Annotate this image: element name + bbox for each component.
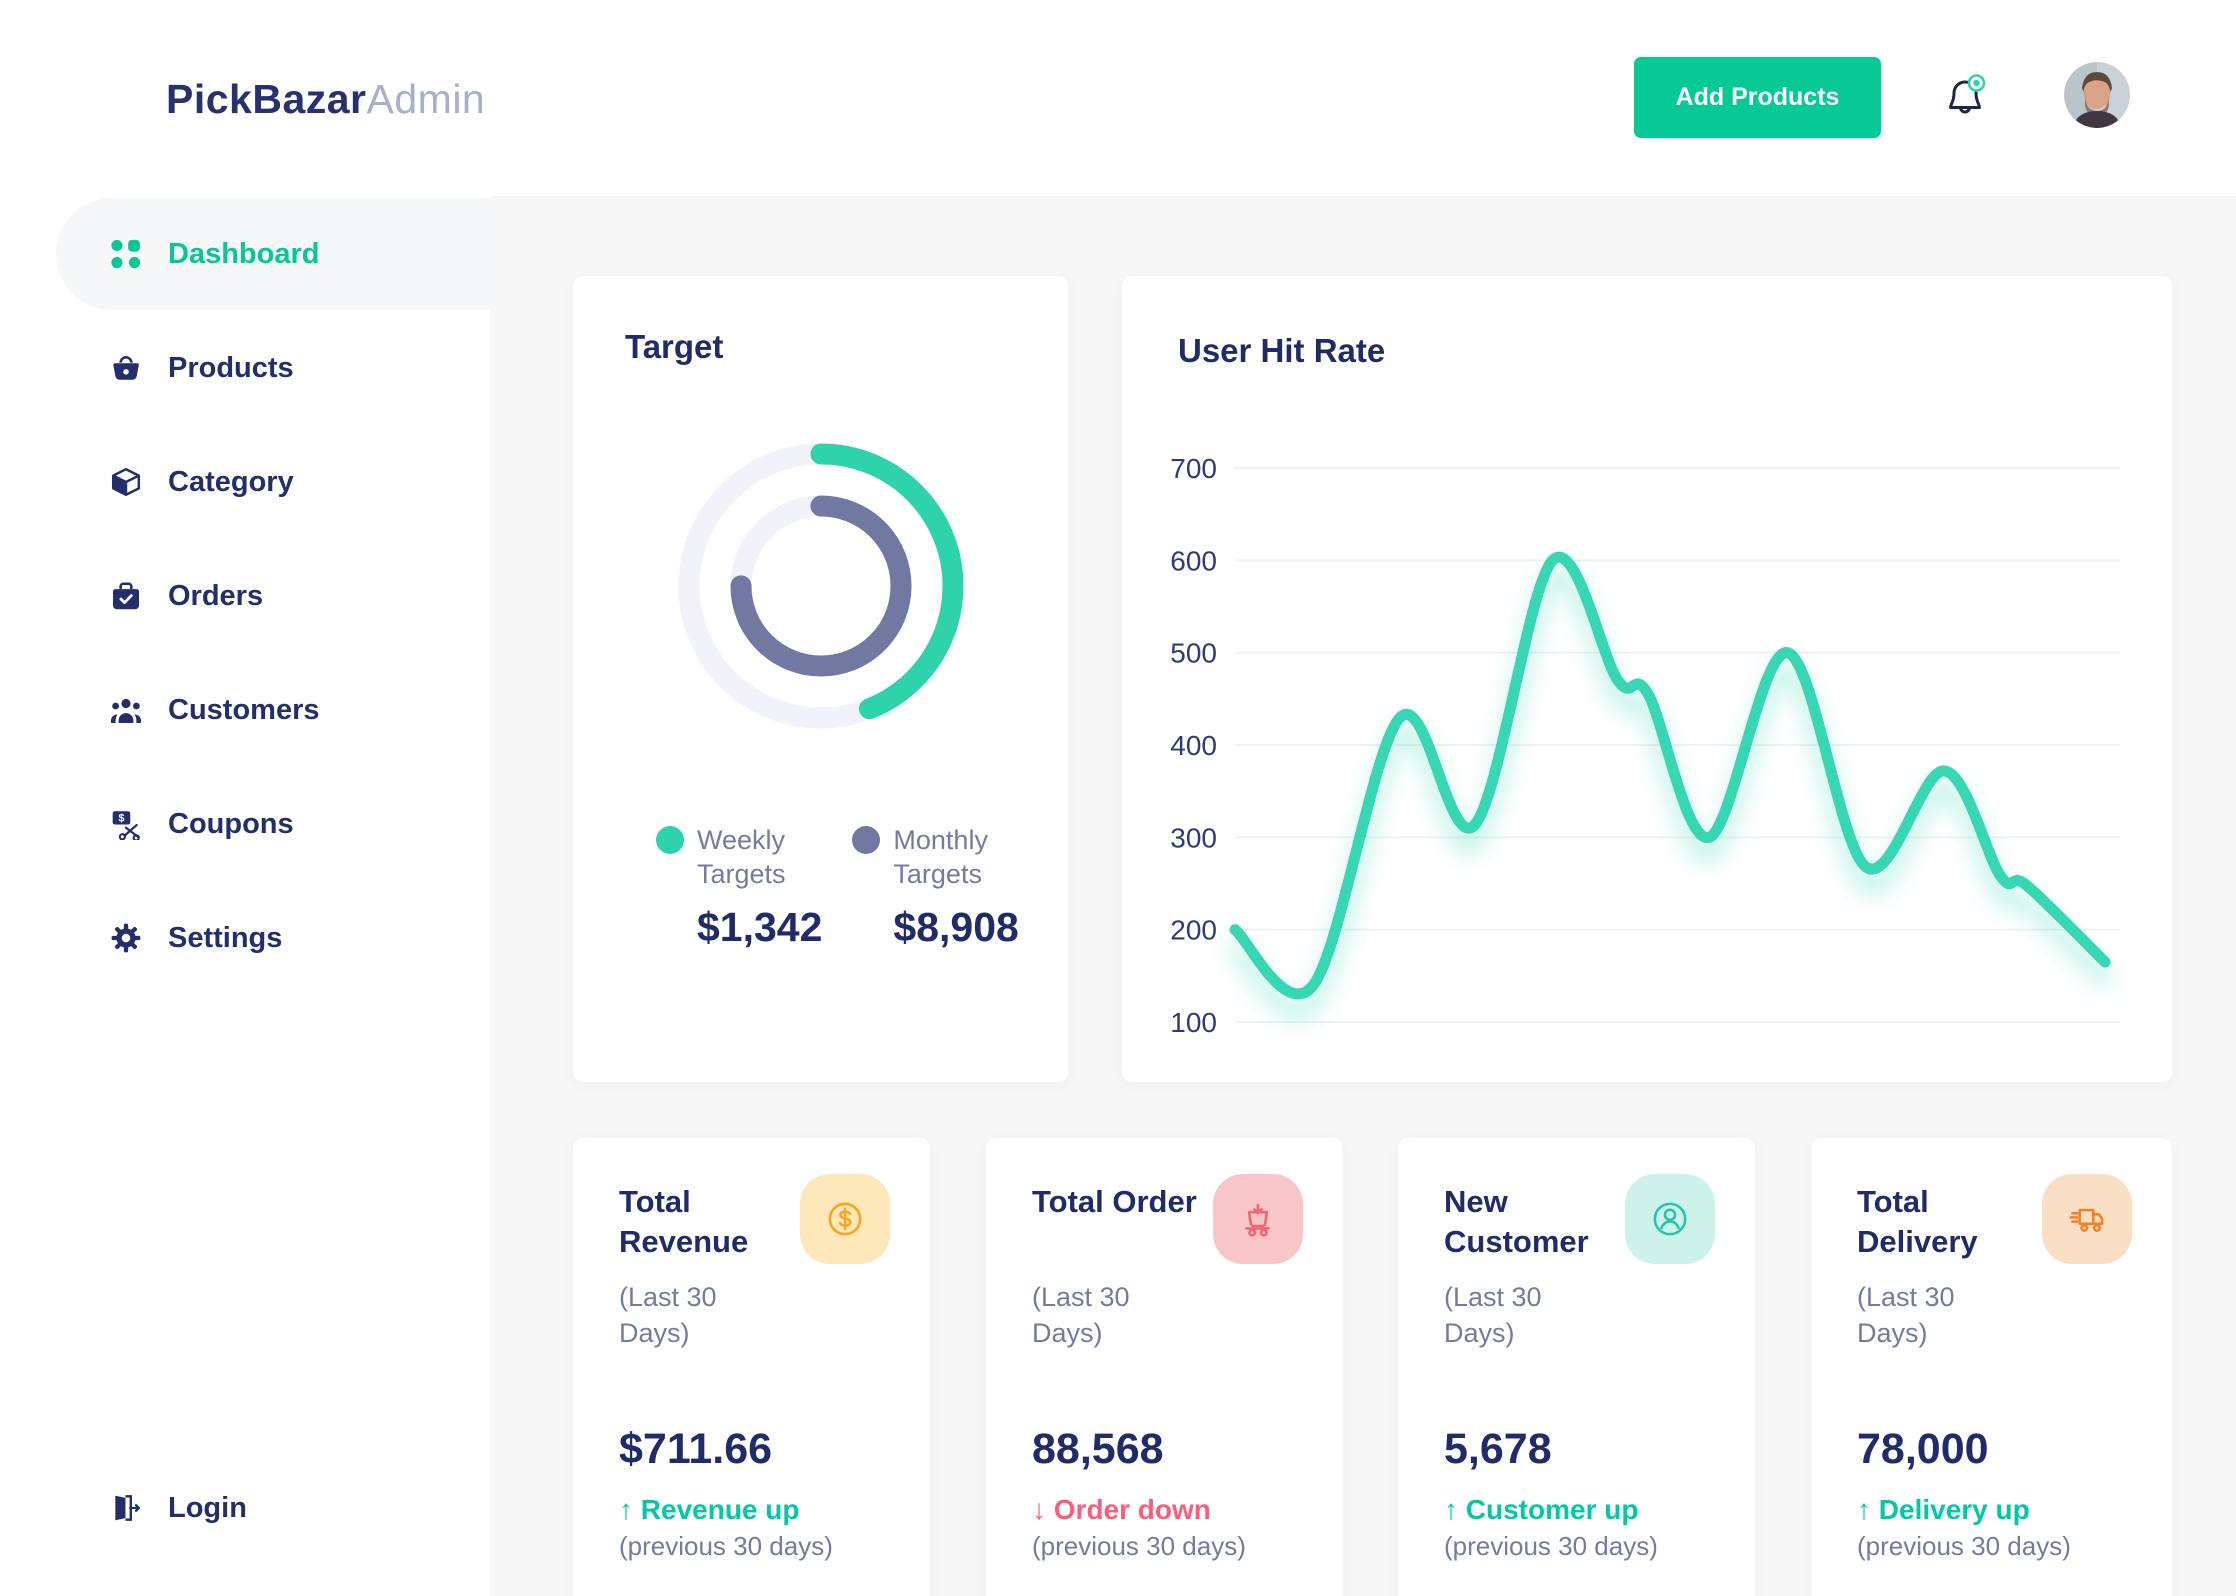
- stat-period: (Last 30 Days): [1444, 1282, 1542, 1348]
- stat-title: Total Delivery: [1857, 1184, 1978, 1260]
- monthly-targets-dot: [852, 826, 881, 854]
- svg-text:300: 300: [1170, 822, 1217, 853]
- stat-title: Total Revenue: [619, 1184, 749, 1260]
- dollar-coin-icon: [800, 1174, 890, 1264]
- stat-period: (Last 30 Days): [1032, 1282, 1130, 1348]
- monthly-targets-label: Monthly Targets: [893, 825, 988, 889]
- stat-note: (previous 30 days): [1444, 1531, 1658, 1562]
- sidebar-item-label: Coupons: [168, 807, 294, 840]
- sidebar-item-category[interactable]: Category: [56, 426, 490, 538]
- trend-up-text: ↑ Customer up: [1444, 1494, 1639, 1526]
- delivery-truck-icon: [2042, 1174, 2132, 1264]
- total-delivery-card: Total Delivery (Last 30 Days): [1811, 1138, 2172, 1596]
- weekly-target-arc: [678, 443, 963, 729]
- notification-badge: [1967, 74, 1986, 92]
- target-card-title: Target: [625, 328, 724, 365]
- weekly-targets-value: $1,342: [697, 903, 823, 950]
- stat-period: (Last 30 Days): [619, 1282, 717, 1348]
- header: PickBazarAdmin Add Products: [0, 0, 2236, 196]
- sidebar-item-login[interactable]: Login: [56, 1452, 490, 1564]
- trend-up-text: ↑ Revenue up: [619, 1494, 800, 1526]
- svg-text:$: $: [118, 812, 124, 824]
- sidebar-item-label: Category: [168, 465, 294, 498]
- svg-text:200: 200: [1170, 915, 1217, 946]
- shopping-basket-icon: [110, 352, 142, 384]
- target-legend: Weekly Targets $1,342 Monthly Targets $8…: [625, 824, 1019, 951]
- stat-value: 78,000: [1857, 1425, 1989, 1474]
- settings-gear-icon: [110, 922, 142, 954]
- coupon-scissors-icon: $: [110, 808, 142, 840]
- svg-text:700: 700: [1170, 453, 1217, 484]
- stat-period: (Last 30 Days): [1857, 1282, 1955, 1348]
- hit-rate-chart: 700 600 500 400 300 200 100: [1170, 453, 2120, 1038]
- trend-up-text: ↑ Delivery up: [1857, 1494, 2030, 1526]
- svg-text:100: 100: [1170, 1007, 1217, 1038]
- stat-note: (previous 30 days): [619, 1531, 833, 1562]
- sidebar-item-label: Customers: [168, 693, 320, 726]
- notification-bell-button[interactable]: [1939, 72, 1991, 124]
- svg-text:600: 600: [1170, 545, 1217, 576]
- stat-title: Total Order: [1032, 1184, 1197, 1219]
- dashboard-grid-icon: [110, 238, 142, 270]
- sidebar-item-orders[interactable]: Orders: [56, 540, 490, 652]
- user-circle-icon: [1625, 1174, 1715, 1264]
- weekly-targets-dot: [656, 826, 684, 854]
- target-card: Target Weekly Targets $1,342: [573, 276, 1068, 1082]
- app-logo[interactable]: PickBazarAdmin: [166, 76, 485, 123]
- stat-note: (previous 30 days): [1032, 1531, 1246, 1562]
- svg-text:500: 500: [1170, 638, 1217, 669]
- sidebar-item-label: Settings: [168, 921, 283, 954]
- category-cube-icon: [110, 466, 142, 498]
- sidebar-nav: Dashboard Products: [0, 198, 490, 1524]
- stat-value: 5,678: [1444, 1425, 1552, 1474]
- stat-value: 88,568: [1032, 1425, 1164, 1474]
- new-customer-card: New Customer (Last 30 Days) 5,678 ↑ Cu: [1398, 1138, 1755, 1596]
- login-door-icon: [110, 1492, 142, 1524]
- sidebar-item-settings[interactable]: Settings: [56, 882, 490, 994]
- sidebar: Dashboard Products: [0, 196, 490, 1596]
- order-box-icon: [110, 580, 142, 612]
- logo-secondary-text: Admin: [366, 76, 486, 122]
- user-hit-rate-title: User Hit Rate: [1178, 332, 1386, 369]
- sidebar-item-customers[interactable]: Customers: [56, 654, 490, 766]
- avatar-photo: [2064, 62, 2130, 128]
- monthly-targets-value: $8,908: [893, 903, 1019, 950]
- legend-item-weekly: Weekly Targets $1,342: [656, 824, 822, 951]
- sidebar-item-label: Orders: [168, 579, 264, 612]
- user-hit-rate-card: User Hit Rate 700 600 500 400 300 200 100: [1122, 276, 2172, 1082]
- bell-icon: [1949, 74, 1986, 114]
- total-order-card: Total Order (Last 30 Days) 88: [986, 1138, 1343, 1596]
- customers-people-icon: [110, 694, 142, 726]
- trend-down-text: ↓ Order down: [1032, 1494, 1211, 1526]
- stat-note: (previous 30 days): [1857, 1531, 2071, 1562]
- weekly-targets-label: Weekly Targets: [697, 825, 786, 889]
- main-content: Target Weekly Targets $1,342: [490, 196, 2236, 1596]
- sidebar-item-label: Dashboard: [168, 237, 320, 270]
- sidebar-item-coupons[interactable]: $ Coupons: [56, 768, 490, 880]
- user-avatar[interactable]: [2064, 62, 2130, 128]
- logo-primary-text: PickBazar: [166, 76, 367, 122]
- cart-arrow-down-icon: [1213, 1174, 1303, 1264]
- sidebar-item-products[interactable]: Products: [56, 312, 490, 424]
- sidebar-item-dashboard[interactable]: Dashboard: [56, 198, 490, 310]
- monthly-target-arc: [730, 495, 911, 677]
- sidebar-item-label: Login: [168, 1491, 247, 1524]
- legend-item-monthly: Monthly Targets $8,908: [852, 824, 1019, 951]
- total-revenue-card: Total Revenue (Last 30 Days) $711.66 ↑ R…: [573, 1138, 930, 1596]
- stat-value: $711.66: [619, 1425, 773, 1474]
- add-products-button[interactable]: Add Products: [1634, 57, 1881, 138]
- target-donut-chart: [678, 443, 963, 729]
- svg-text:400: 400: [1170, 730, 1217, 761]
- sidebar-item-label: Products: [168, 351, 294, 384]
- stat-title: New Customer: [1444, 1184, 1589, 1260]
